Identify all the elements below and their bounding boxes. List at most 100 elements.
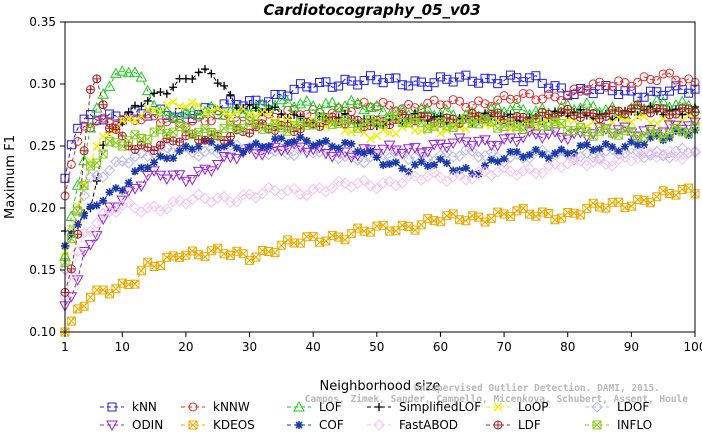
data-point-ldf [575,112,585,122]
data-point-cof [652,131,661,140]
data-point-ldf [645,108,655,118]
data-point-cof [302,136,311,145]
data-point-odin [510,136,523,148]
legend-label: INFLO [617,418,652,432]
data-point-lof [65,210,78,222]
data-point-cof [659,136,668,145]
data-point-cof [99,196,108,205]
data-point-simplifiedlof [341,109,349,118]
data-point-knnw [556,95,566,105]
legend-marker [591,401,603,413]
data-point-lof [180,105,192,117]
data-point-fastabod [275,188,288,201]
data-point-cof [576,141,585,150]
data-point-fastabod [212,192,224,204]
legend-marker [592,420,602,430]
data-point-odin [409,143,421,154]
data-point-simplifiedlof [296,112,305,121]
data-point-knn [372,75,382,85]
data-point-ldof [97,171,109,183]
data-point-knnw [531,95,541,105]
data-point-knn [270,89,280,99]
data-point-kdeos [66,316,76,326]
data-point-ldf [620,109,630,119]
data-point-knn [455,72,465,82]
data-point-fastabod [364,180,377,192]
data-point-inflo [66,234,76,244]
data-point-ldf [200,135,210,145]
data-point-fastabod [97,207,109,220]
data-point-cof [175,146,184,155]
legend-item-ldf: LDF [486,418,541,432]
data-point-odin [326,152,339,163]
data-point-knn [525,73,535,83]
data-point-cof [621,142,629,151]
data-point-knnw [155,118,165,128]
data-point-fastabod [498,161,510,174]
data-point-knn [385,73,395,83]
data-point-knnw [130,115,140,125]
legend-item-ldof: LDOF [585,400,649,414]
data-point-cof [213,143,222,152]
legend-label: LOF [319,400,342,414]
data-point-fastabod [670,150,682,163]
data-point-fastabod [231,196,243,208]
data-point-fastabod [65,268,78,281]
x-tick-label: 80 [560,340,575,354]
data-point-cof [143,163,152,172]
data-point-cof [92,201,101,210]
data-point-knn [467,76,477,86]
data-point-cof [239,148,248,157]
data-point-ldof [116,155,128,167]
data-point-cof [277,134,286,143]
data-point-odin [129,184,141,195]
data-point-cof [595,144,604,153]
data-point-simplifiedlof [220,81,229,90]
legend-item-simplifiedlof: SimplifiedLOF [367,400,481,414]
data-point-simplifiedlof [576,105,585,114]
data-point-fastabod [218,190,230,203]
data-point-odin [491,141,504,152]
data-point-loop [652,118,662,128]
data-point-knnw [665,68,675,78]
data-point-odin [186,175,199,186]
legend-label: kNN [132,400,157,414]
data-point-odin [173,170,186,181]
data-point-fastabod [377,177,389,189]
data-point-cof [251,139,260,148]
data-point-cof [608,142,617,151]
data-point-fastabod [326,182,338,194]
data-point-knnw [448,95,458,105]
data-point-loop [219,107,229,117]
data-point-fastabod [237,189,249,201]
y-tick-label: 0.35 [29,15,56,29]
data-point-odin [211,160,224,171]
data-point-cof [188,145,197,154]
data-point-fastabod [352,177,364,190]
data-point-cof [531,145,540,154]
data-point-fastabod [428,166,440,179]
data-point-fastabod [504,165,517,178]
legend-label: KDEOS [213,418,255,432]
data-point-simplifiedlof [124,107,133,116]
data-point-knnw [671,75,681,85]
data-point-fastabod [447,171,459,183]
data-point-knn [665,86,675,96]
data-point-fastabod [612,153,625,166]
data-point-cof [671,126,680,135]
data-point-fastabod [479,165,491,178]
data-point-fastabod [332,175,345,188]
data-point-cof [627,137,636,146]
y-tick-label: 0.25 [29,139,56,153]
data-point-knnw [563,90,573,100]
data-point-cof [296,133,305,142]
data-point-odin [498,134,510,145]
data-point-knn [442,74,452,84]
data-point-fastabod [625,155,638,167]
data-point-lof [351,97,364,108]
data-point-odin [230,154,243,165]
series-line-ldf [64,77,696,293]
data-point-knnw [614,76,624,86]
data-point-fastabod [84,225,97,238]
